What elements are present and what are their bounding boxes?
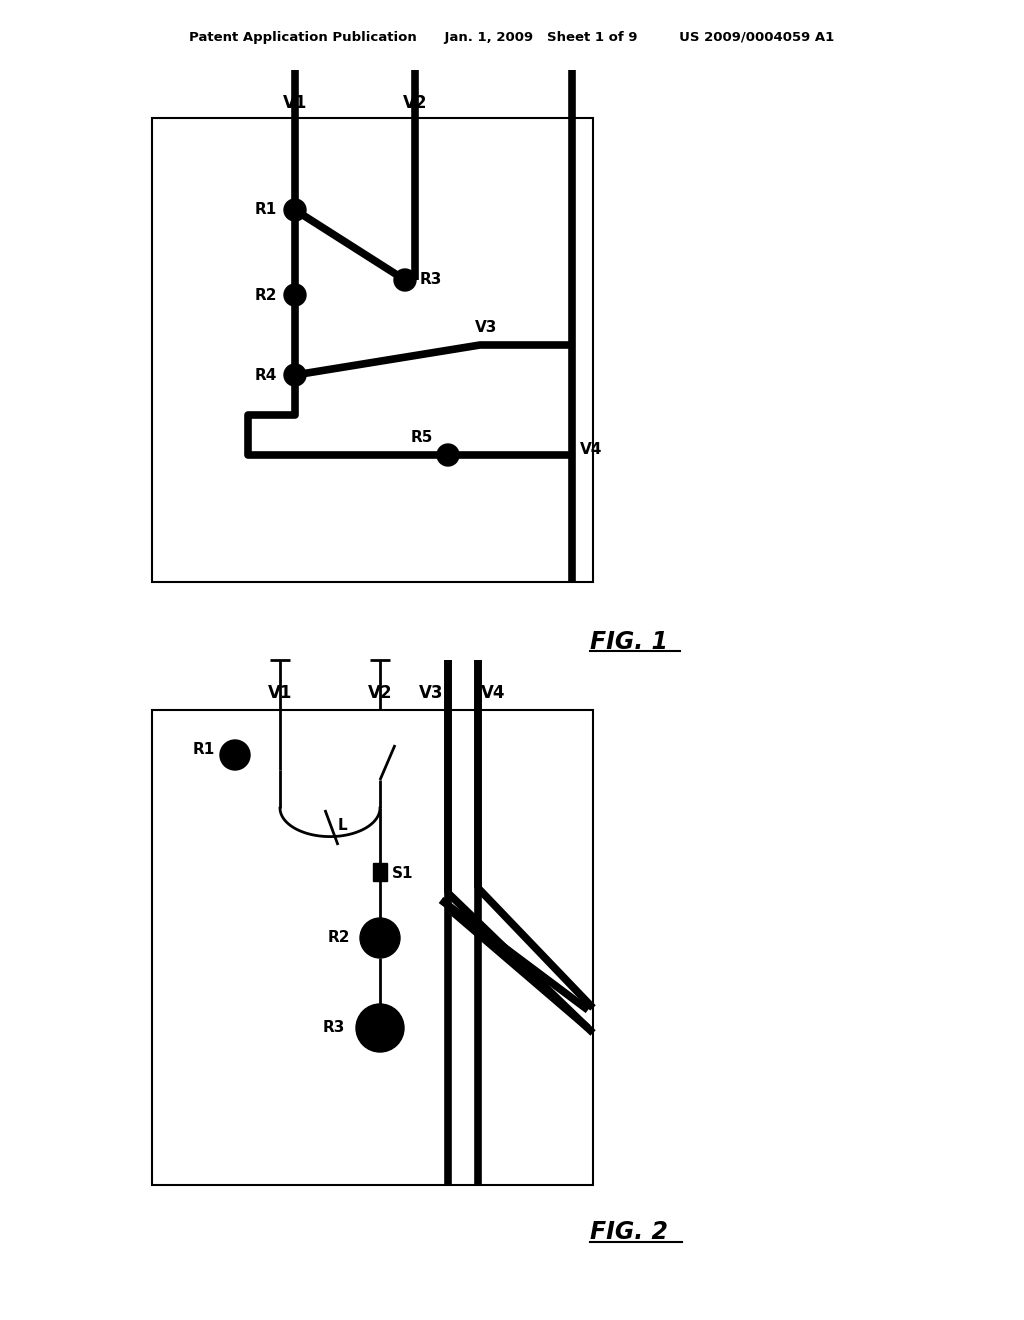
Text: R3: R3: [420, 272, 442, 288]
Text: R1: R1: [193, 742, 215, 758]
Text: V4: V4: [580, 442, 602, 458]
Text: Patent Application Publication      Jan. 1, 2009   Sheet 1 of 9         US 2009/: Patent Application Publication Jan. 1, 2…: [189, 32, 835, 45]
Circle shape: [437, 444, 459, 466]
Circle shape: [284, 199, 306, 220]
Text: V2: V2: [402, 94, 427, 112]
Text: V3: V3: [419, 684, 443, 702]
Circle shape: [220, 741, 250, 770]
Text: L: L: [338, 817, 347, 833]
Text: FIG. 1: FIG. 1: [590, 630, 668, 653]
Text: R1: R1: [255, 202, 278, 218]
Circle shape: [284, 284, 306, 306]
Text: R5: R5: [411, 429, 433, 445]
Text: R4: R4: [255, 367, 278, 383]
Text: R3: R3: [323, 1020, 345, 1035]
Text: V3: V3: [475, 319, 498, 334]
Text: S1: S1: [392, 866, 414, 880]
Bar: [373, 863, 387, 880]
Text: V4: V4: [481, 684, 506, 702]
Circle shape: [360, 917, 400, 958]
Circle shape: [356, 1005, 404, 1052]
Circle shape: [284, 364, 306, 385]
Text: FIG. 2: FIG. 2: [590, 1220, 668, 1243]
Bar: [152, 710, 593, 1185]
Bar: [152, 117, 593, 582]
Text: V1: V1: [268, 684, 292, 702]
Text: V2: V2: [368, 684, 392, 702]
Text: R2: R2: [255, 288, 278, 302]
Text: R2: R2: [328, 931, 350, 945]
Circle shape: [394, 269, 416, 290]
Text: V1: V1: [283, 94, 307, 112]
